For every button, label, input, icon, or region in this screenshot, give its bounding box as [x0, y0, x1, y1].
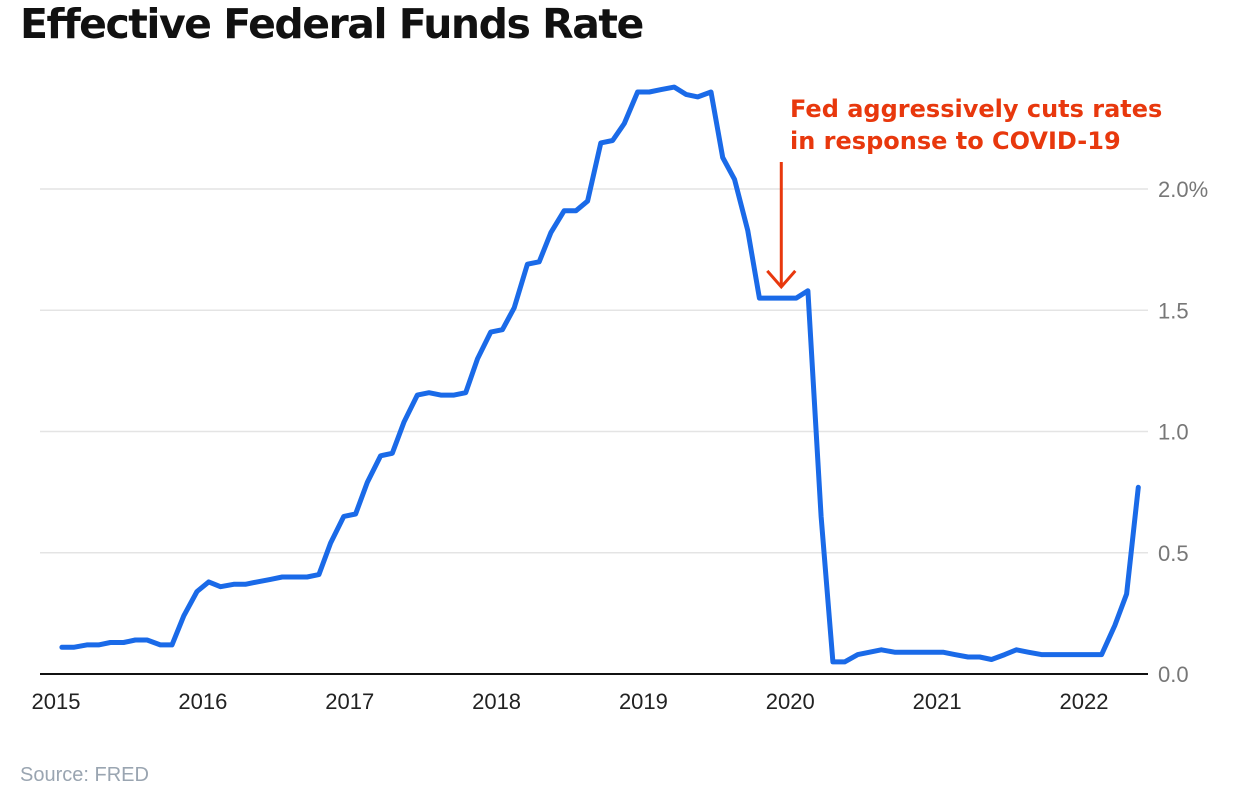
gridlines — [40, 188, 1148, 554]
y-axis-ticks: 0.0 0.5 1.0 1.5 2.0% — [1158, 177, 1208, 687]
covid-annotation: Fed aggressively cuts rates in response … — [766, 95, 1162, 290]
x-tick-label: 2019 — [619, 689, 668, 714]
annotation-arrow-head — [766, 269, 797, 290]
y-tick-label: 1.0 — [1158, 420, 1189, 445]
x-tick-label: 2021 — [913, 689, 962, 714]
x-tick-label: 2017 — [325, 689, 374, 714]
x-axis-ticks: 2015 2016 2017 2018 2019 2020 2021 2022 — [32, 689, 1109, 714]
x-tick-label: 2022 — [1060, 689, 1109, 714]
chart-title: Effective Federal Funds Rate — [20, 0, 644, 48]
annotation-text-line-2: in response to COVID-19 — [790, 127, 1121, 155]
x-tick-label: 2016 — [178, 689, 227, 714]
annotation-text-line-1: Fed aggressively cuts rates — [790, 95, 1162, 123]
x-tick-label: 2020 — [766, 689, 815, 714]
y-tick-label: 0.5 — [1158, 541, 1189, 566]
y-tick-label: 0.0 — [1158, 662, 1189, 687]
source-note: Source: FRED — [20, 764, 149, 786]
x-tick-label: 2018 — [472, 689, 521, 714]
y-tick-label: 1.5 — [1158, 298, 1189, 323]
x-tick-label: 2015 — [32, 689, 81, 714]
y-tick-label: 2.0% — [1158, 177, 1208, 202]
rate-series-line — [59, 84, 1141, 665]
